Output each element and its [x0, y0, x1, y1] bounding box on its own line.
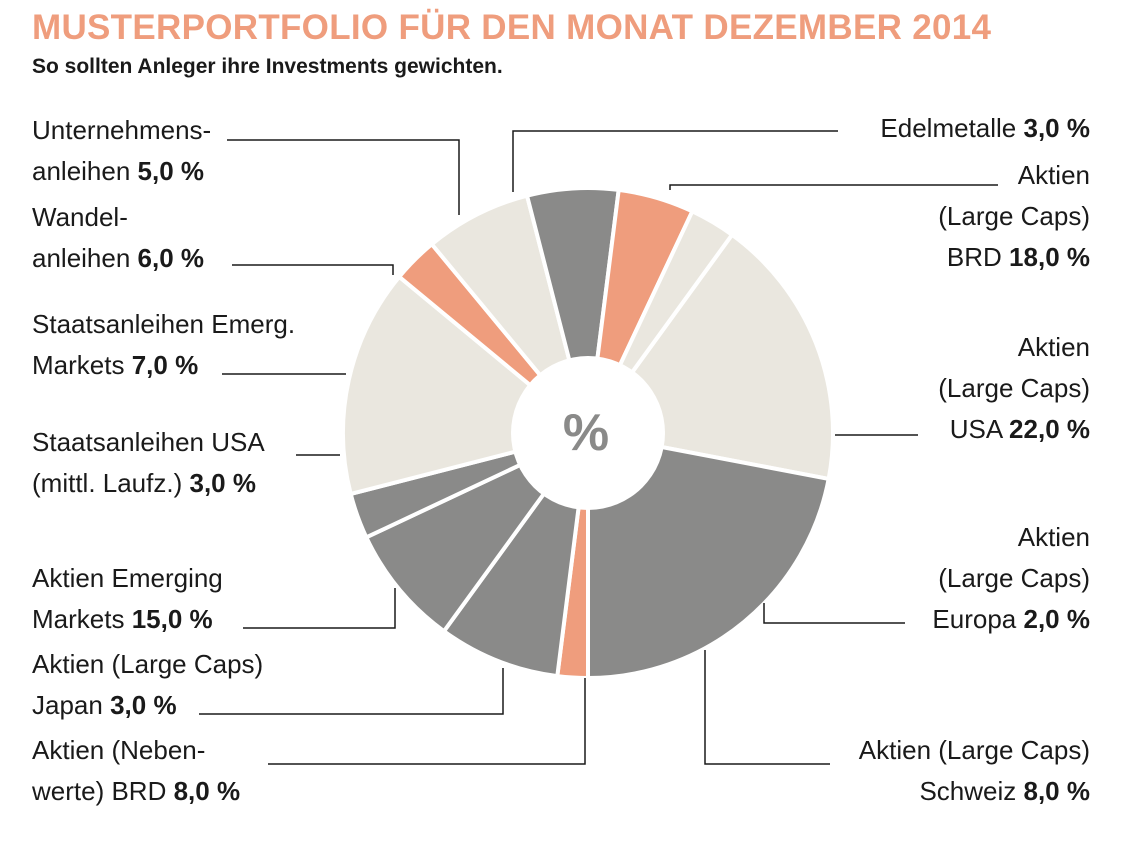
- label-wandelanleihen: Wandel- anleihen 6,0 %: [32, 202, 205, 273]
- label-edelmetalle: Edelmetalle 3,0 %: [880, 113, 1090, 143]
- leader-lines: [199, 130, 998, 765]
- label-unternehmensanleihen: Unternehmens- anleihen 5,0 %: [32, 115, 212, 186]
- label-aktien-brd: Aktien (Large Caps) BRD 18,0 %: [938, 160, 1090, 272]
- label-staatsanleihen-emerg: Staatsanleihen Emerg. Markets 7,0 %: [32, 309, 296, 380]
- leader-line: [512, 130, 838, 192]
- label-aktien-schweiz: Aktien (Large Caps) Schweiz 8,0 %: [858, 735, 1090, 806]
- leader-line: [199, 668, 504, 715]
- leader-line: [227, 139, 460, 215]
- center-percent-symbol: %: [563, 404, 609, 462]
- label-aktien-japan: Aktien (Large Caps) Japan 3,0 %: [32, 649, 264, 720]
- leader-line: [763, 603, 905, 624]
- pie-slice-aktien-large-caps-usa: [586, 431, 831, 680]
- label-staatsanleihen-usa: Staatsanleihen USA (mittl. Laufz.) 3,0 %: [32, 427, 265, 498]
- leader-line: [232, 264, 394, 275]
- chart-title: MUSTERPORTFOLIO FÜR DEN MONAT DEZEMBER 2…: [32, 8, 992, 47]
- leader-line: [243, 588, 396, 629]
- label-aktien-emerging: Aktien Emerging Markets 15,0 %: [32, 563, 223, 634]
- center-hole: [511, 356, 665, 510]
- label-aktien-europa: Aktien (Large Caps) Europa 2,0 %: [932, 522, 1090, 634]
- chart-subtitle: So sollten Anleger ihre Investments gewi…: [32, 55, 503, 78]
- leader-line: [268, 678, 586, 765]
- leader-line: [669, 184, 998, 190]
- label-aktien-usa: Aktien (Large Caps) USA 22,0 %: [938, 332, 1090, 444]
- leader-line: [704, 650, 830, 765]
- label-aktien-nebenwerte: Aktien (Neben- werte) BRD 8,0 %: [32, 735, 241, 806]
